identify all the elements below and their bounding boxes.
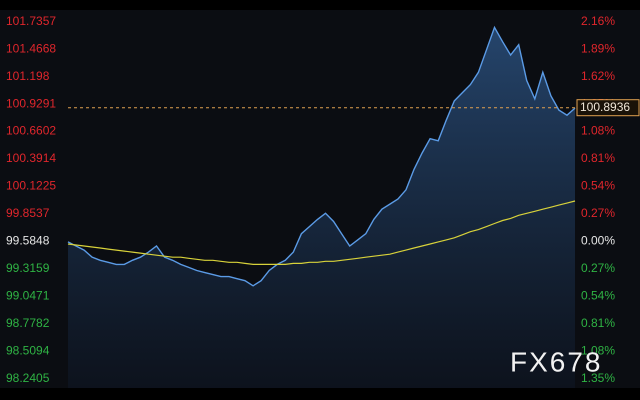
y2-tick-label: 0.81%: [581, 151, 615, 165]
y-tick-label: 98.7782: [6, 316, 50, 330]
y2-tick-label: 1.35%: [581, 371, 615, 385]
y2-tick-label: 1.08%: [581, 124, 615, 138]
watermark: FX678: [510, 346, 603, 377]
last-price-box: [576, 99, 640, 117]
last-price-label: 100.8936: [580, 100, 630, 114]
y-tick-label: 98.2405: [6, 371, 50, 385]
y-tick-label: 99.8537: [6, 206, 50, 220]
y-tick-label: 101.7357: [6, 14, 56, 28]
y2-tick-label: 0.54%: [581, 289, 615, 303]
y2-tick-label: 0.27%: [581, 261, 615, 275]
y2-tick-label: 0.27%: [581, 206, 615, 220]
y-tick-label: 100.3914: [6, 151, 56, 165]
y-tick-label: 100.6602: [6, 124, 56, 138]
y2-tick-label: 1.89%: [581, 41, 615, 55]
y2-tick-label: 0.00%: [581, 234, 615, 248]
y2-tick-label: 2.16%: [581, 14, 615, 28]
y-tick-label: 100.9291: [6, 96, 56, 110]
y-tick-label: 101.4668: [6, 41, 56, 55]
y2-tick-label: 1.08%: [581, 343, 615, 357]
y-tick-label: 98.5094: [6, 343, 50, 357]
y-tick-label: 99.5848: [6, 234, 50, 248]
y-tick-label: 100.1225: [6, 179, 56, 193]
y2-tick-label: 0.81%: [581, 316, 615, 330]
y-tick-label: 99.3159: [6, 261, 50, 275]
price-line: [67, 25, 576, 287]
moving-average-line: [67, 200, 576, 265]
y2-tick-label: 1.62%: [581, 69, 615, 83]
y2-tick-label: 0.54%: [581, 179, 615, 193]
price-area: [68, 27, 575, 389]
y-tick-label: 101.198: [6, 69, 50, 83]
y-tick-label: 99.0471: [6, 289, 50, 303]
